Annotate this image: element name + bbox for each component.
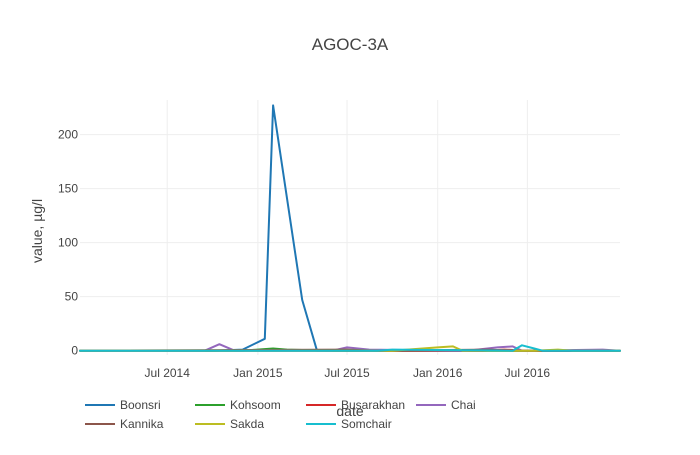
legend-item-kohsoom[interactable]: Kohsoom <box>195 398 281 412</box>
legend-label: Busarakhan <box>341 398 405 412</box>
legend-item-somchair[interactable]: Somchair <box>306 417 392 431</box>
legend-label: Boonsri <box>120 398 161 412</box>
y-tick-label: 200 <box>58 128 78 142</box>
x-tick-label: Jan 2016 <box>413 366 463 380</box>
legend-item-busarakhan[interactable]: Busarakhan <box>306 398 405 412</box>
x-tick-label: Jul 2016 <box>505 366 551 380</box>
chart-title: AGOC-3A <box>312 35 389 54</box>
x-tick-label: Jul 2014 <box>145 366 191 380</box>
legend-item-sakda[interactable]: Sakda <box>195 417 264 431</box>
legend-label: Kannika <box>120 417 164 431</box>
y-tick-labels: 0 50 100 150 200 <box>58 128 78 358</box>
y-tick-label: 150 <box>58 182 78 196</box>
legend: Boonsri Kohsoom Busarakhan Chai Kannika Sakda… <box>85 398 476 431</box>
series-line-somchair <box>79 344 621 352</box>
x-gridlines <box>166 100 528 355</box>
y-gridlines <box>80 134 620 298</box>
series-lines <box>79 104 621 352</box>
x-tick-labels: Jul 2014 Jan 2015 Jul 2015 Jan 2016 Jul 2016 <box>145 366 551 380</box>
y-axis-title: value, µg/l <box>29 199 45 263</box>
legend-item-chai[interactable]: Chai <box>416 398 476 412</box>
y-tick-label: 0 <box>71 344 78 358</box>
x-tick-label: Jul 2015 <box>324 366 370 380</box>
legend-label: Chai <box>451 398 476 412</box>
legend-item-kannika[interactable]: Kannika <box>85 417 164 431</box>
legend-label: Sakda <box>230 417 264 431</box>
x-tick-label: Jan 2015 <box>233 366 283 380</box>
legend-label: Somchair <box>341 417 392 431</box>
y-tick-label: 50 <box>65 290 79 304</box>
legend-label: Kohsoom <box>230 398 281 412</box>
y-tick-label: 100 <box>58 236 78 250</box>
legend-item-boonsri[interactable]: Boonsri <box>85 398 161 412</box>
x-axis-title: date <box>336 403 363 419</box>
